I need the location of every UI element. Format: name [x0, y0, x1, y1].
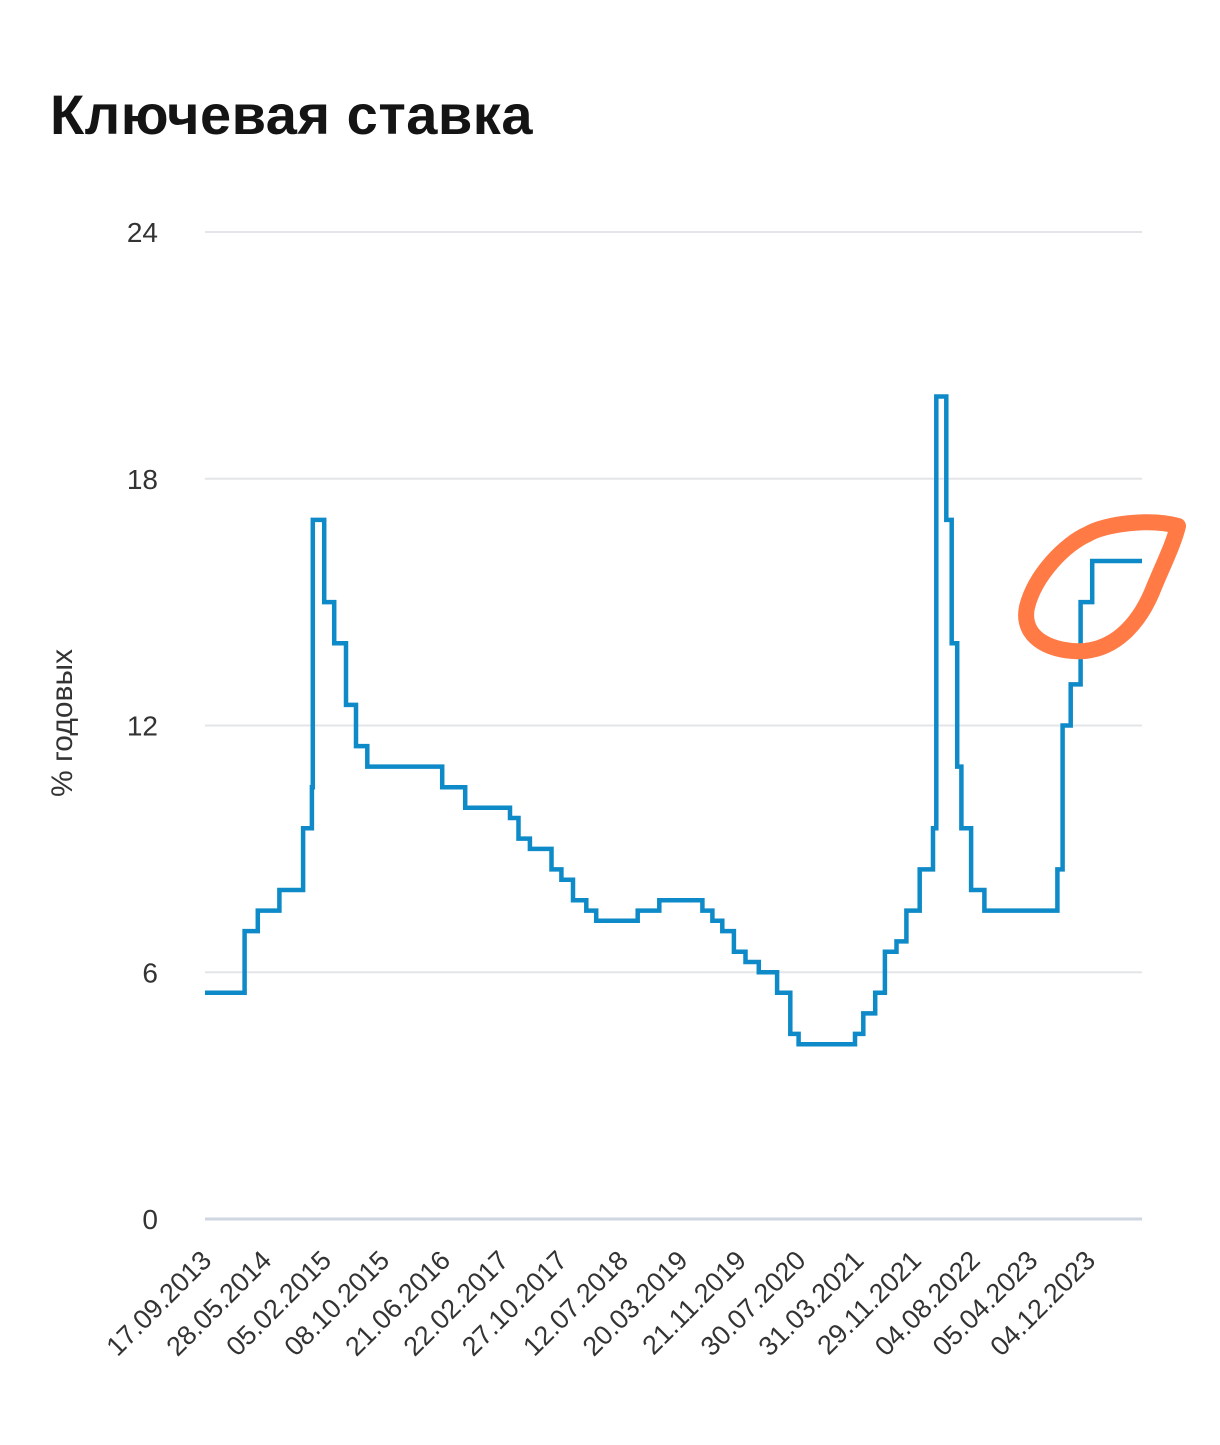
y-tick-label: 24: [127, 217, 158, 248]
series-line: [205, 394, 1142, 1047]
y-axis-label: % годовых: [46, 649, 79, 797]
x-axis-ticks: 17.09.201328.05.201405.02.201508.10.2015…: [100, 1245, 1101, 1362]
y-tick-label: 0: [142, 1204, 158, 1235]
chart-title: Ключевая ставка: [50, 83, 533, 146]
y-axis-ticks: 0 6 12 18 24: [127, 217, 158, 1235]
y-tick-label: 6: [142, 957, 158, 988]
y-tick-label: 12: [127, 711, 158, 742]
y-tick-label: 18: [127, 464, 158, 495]
annotation-loop: [1018, 514, 1186, 660]
grid-lines: [205, 231, 1142, 1221]
